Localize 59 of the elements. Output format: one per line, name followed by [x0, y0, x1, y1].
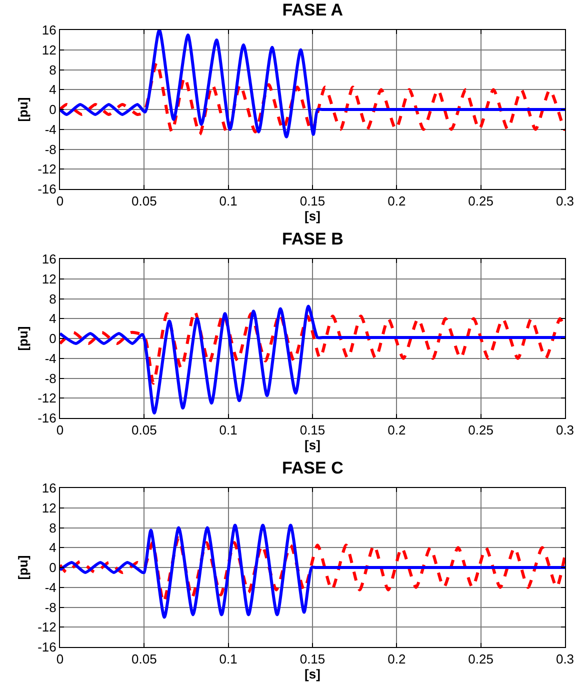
y-axis-title: [pu]: [16, 97, 31, 122]
y-axis-title: [pu]: [16, 555, 31, 580]
y-tick-label: -4: [44, 580, 56, 595]
x-tick-label: 0.3: [556, 194, 574, 209]
x-axis-title: [s]: [304, 208, 320, 224]
y-tick-label: 4: [49, 540, 56, 556]
x-tick-label: 0.15: [300, 194, 326, 209]
y-tick-label: 12: [42, 42, 56, 58]
line-series: [60, 524, 565, 619]
x-axis-title: [s]: [304, 438, 320, 453]
y-tick-label: -12: [38, 620, 56, 635]
x-tick-label: 0.2: [388, 422, 406, 438]
line-series: [60, 60, 565, 136]
y-tick-label: 4: [49, 82, 56, 98]
x-tick-label: 0.05: [132, 652, 157, 667]
x-tick-label: 0.15: [300, 652, 326, 667]
x-tick-label: 0.25: [468, 194, 494, 209]
x-axis-title: [s]: [304, 666, 320, 682]
x-tick-label: 0.2: [388, 194, 406, 209]
y-tick-label: 8: [49, 291, 56, 306]
y-tick-label: -8: [44, 142, 56, 157]
x-tick-label: 0.1: [219, 652, 238, 667]
y-tick-label: -12: [38, 162, 56, 177]
y-tick-label: 16: [42, 22, 56, 38]
y-tick-label: 8: [49, 62, 56, 78]
y-tick-label: 0: [49, 102, 56, 118]
chart-title: FASE B: [282, 229, 344, 248]
y-tick-label: -16: [38, 640, 56, 655]
y-tick-label: 16: [42, 480, 56, 496]
y-tick-label: -12: [38, 390, 56, 406]
x-tick-label: 0.3: [556, 422, 574, 438]
chart-title: FASE A: [282, 0, 344, 20]
x-tick-label: 0.2: [388, 652, 406, 667]
x-tick-label: 0.25: [468, 652, 494, 667]
x-tick-label: 0.1: [219, 194, 238, 209]
x-tick-label: 0.05: [132, 422, 157, 438]
y-tick-label: 0: [49, 331, 56, 346]
y-tick-label: 0: [49, 560, 56, 576]
y-tick-label: 12: [42, 271, 56, 286]
y-tick-label: -16: [38, 182, 56, 197]
y-tick-label: 8: [49, 520, 56, 536]
y-tick-label: -4: [44, 122, 56, 137]
y-tick-label: -8: [44, 370, 56, 386]
x-tick-label: 0.15: [300, 422, 326, 438]
line-series: [60, 310, 565, 385]
line-series: [60, 304, 565, 415]
y-tick-label: 12: [42, 500, 56, 516]
line-series: [60, 30, 565, 138]
chart-title: FASE C: [282, 458, 344, 478]
x-tick-label: 0.3: [556, 652, 574, 667]
x-tick-label: 0.25: [468, 422, 494, 438]
y-tick-label: 16: [42, 252, 56, 267]
x-tick-label: 0.05: [132, 194, 157, 209]
y-tick-label: 4: [49, 311, 56, 326]
y-axis-title: [pu]: [16, 326, 31, 351]
y-tick-label: -16: [38, 410, 56, 426]
y-tick-label: -8: [44, 600, 56, 615]
x-tick-label: 0.1: [219, 422, 238, 438]
y-tick-label: -4: [44, 350, 56, 366]
